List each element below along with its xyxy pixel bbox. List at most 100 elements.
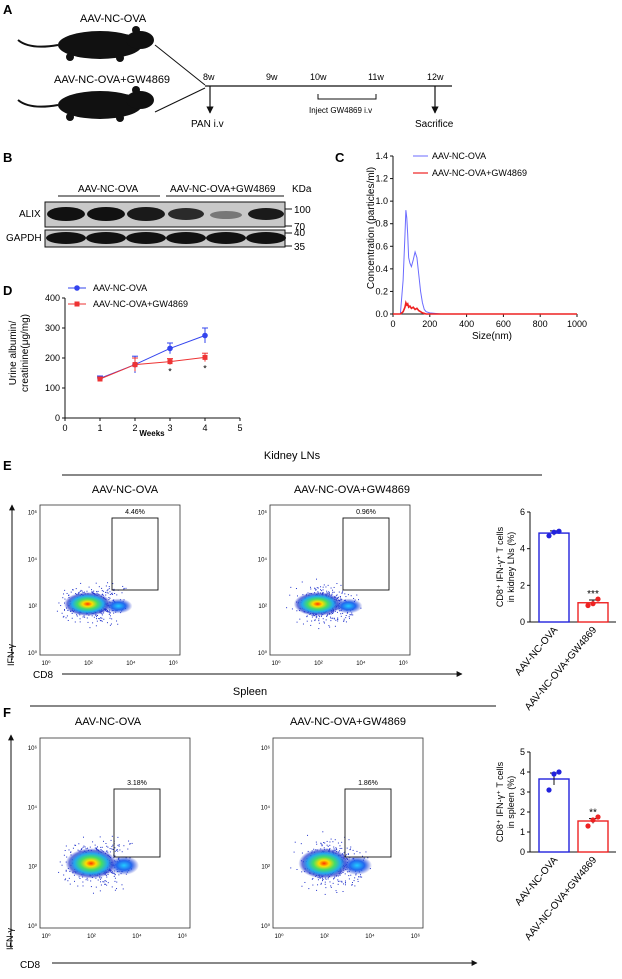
f-facs-dot — [304, 881, 306, 883]
svg-text:70: 70 — [294, 222, 306, 233]
e-facs-dot — [345, 621, 347, 623]
f-facs-dot — [316, 889, 318, 891]
sacrifice-label: Sacrifice — [415, 119, 454, 130]
e-facs-dot — [68, 594, 70, 596]
e-facs-dot — [64, 589, 66, 591]
e-bar-ytick-label: 0 — [520, 617, 525, 627]
f-facs-dot — [70, 851, 72, 853]
e-facs-dot — [123, 588, 125, 590]
f-bar-point — [590, 817, 596, 823]
f-facs-dot — [78, 876, 80, 878]
e-facs-dot — [286, 607, 288, 609]
e-facs-ytick: 10² — [28, 604, 37, 610]
f-facs-dot — [350, 846, 352, 848]
f-facs-dot — [323, 842, 325, 844]
alix-bands — [47, 207, 284, 221]
f-facs-dot — [109, 851, 111, 853]
tick-10w: 10w — [310, 72, 327, 82]
f-facs-dot — [116, 849, 118, 851]
f-facs-dot — [94, 844, 96, 846]
e-facs-dot — [79, 621, 81, 623]
e-facs-dot — [317, 587, 319, 589]
e-facs-dot — [348, 616, 350, 618]
f-facs-density — [298, 848, 350, 879]
panel-e-label: E — [3, 458, 12, 473]
e-facs-dot — [307, 592, 309, 594]
e-facs-dot — [321, 590, 323, 592]
f-facs-dot — [358, 876, 360, 878]
f-facs-dot — [337, 880, 339, 882]
f-facs-dot — [101, 846, 103, 848]
e-facs-dot — [62, 597, 64, 599]
f-facs-dot — [357, 880, 359, 882]
e-significance: *** — [587, 589, 599, 600]
e-gate-pct-1: 0.96% — [356, 509, 376, 516]
e-bar-point — [585, 602, 591, 609]
e-facs-dot — [95, 614, 97, 616]
e-facs-dot — [92, 591, 94, 593]
e-facs-dot — [339, 596, 341, 598]
f-facs-dot — [106, 845, 108, 847]
group-label-gw: AAV-NC-OVA+GW4869 — [54, 74, 170, 86]
e-facs-dot — [330, 587, 332, 589]
blot-group-gw: AAV-NC-OVA+GW4869 — [170, 184, 276, 195]
f-facs-dot — [341, 880, 343, 882]
e-facs-dot — [63, 609, 65, 611]
e-facs-dot — [63, 593, 65, 595]
c-xtick-label: 600 — [496, 319, 511, 329]
e-facs-dot — [331, 593, 333, 595]
e-facs-dot — [116, 594, 118, 596]
f-facs-dot — [341, 841, 343, 843]
f-facs-dot — [107, 882, 109, 884]
f-facs-dot — [83, 845, 85, 847]
f-facs-dot — [100, 881, 102, 883]
e-facs-dot — [332, 612, 334, 614]
f-facs-dot — [63, 874, 65, 876]
e-facs-dot — [70, 591, 72, 593]
f-bar-ytick-label: 3 — [520, 787, 525, 797]
e-facs-dot — [61, 612, 63, 614]
e-facs-dot — [328, 592, 330, 594]
e-facs-dot — [318, 622, 320, 624]
e-section-title: Kidney LNs — [264, 450, 321, 462]
e-facs-dot — [111, 618, 113, 620]
e-facs-dot — [109, 594, 111, 596]
f-facs-dot — [347, 853, 349, 855]
panel-f: F Spleen AAV-NC-OVA AAV-NC-OVA+GW4869 IF… — [3, 686, 616, 971]
e-facs-dot — [338, 596, 340, 598]
e-facs-dot — [96, 620, 98, 622]
e-facs-dot — [92, 622, 94, 624]
d-ylabel-line1: Urine albumin/ — [8, 321, 19, 386]
f-facs-dot — [65, 878, 67, 880]
e-facs-dot — [342, 612, 344, 614]
e-facs-dot — [98, 586, 100, 588]
f-facs-dot — [104, 883, 106, 885]
f-facs-dot — [320, 842, 322, 844]
f-facs-dot — [337, 875, 339, 877]
f-facs-density — [342, 855, 372, 875]
f-facs-dot — [324, 893, 326, 895]
f-facs-dot — [345, 854, 347, 856]
e-facs-dot — [330, 617, 332, 619]
e-facs-dot — [100, 620, 102, 622]
e-facs-ytick: 10⁶ — [28, 509, 38, 516]
panel-a-label: A — [3, 2, 13, 17]
e-facs-dot — [117, 623, 119, 625]
f-facs-dot — [307, 850, 309, 852]
f-facs-dot — [111, 835, 113, 837]
f-bar-ytick-label: 2 — [520, 807, 525, 817]
f-facs-dot — [112, 872, 114, 874]
svg-text:40: 40 — [294, 228, 306, 239]
f-facs-dot — [341, 847, 343, 849]
f-facs-dot — [325, 887, 327, 889]
e-facs-dot — [106, 592, 108, 594]
e-facs-dot — [320, 586, 322, 588]
e-facs-dot — [86, 617, 88, 619]
f-facs-dot — [99, 877, 101, 879]
d-point — [167, 345, 173, 352]
f-facs-dot — [354, 877, 356, 879]
e-bar-ytick-label: 2 — [520, 580, 525, 590]
f-facs-dot — [68, 849, 70, 851]
f-facs-dot — [312, 884, 314, 886]
